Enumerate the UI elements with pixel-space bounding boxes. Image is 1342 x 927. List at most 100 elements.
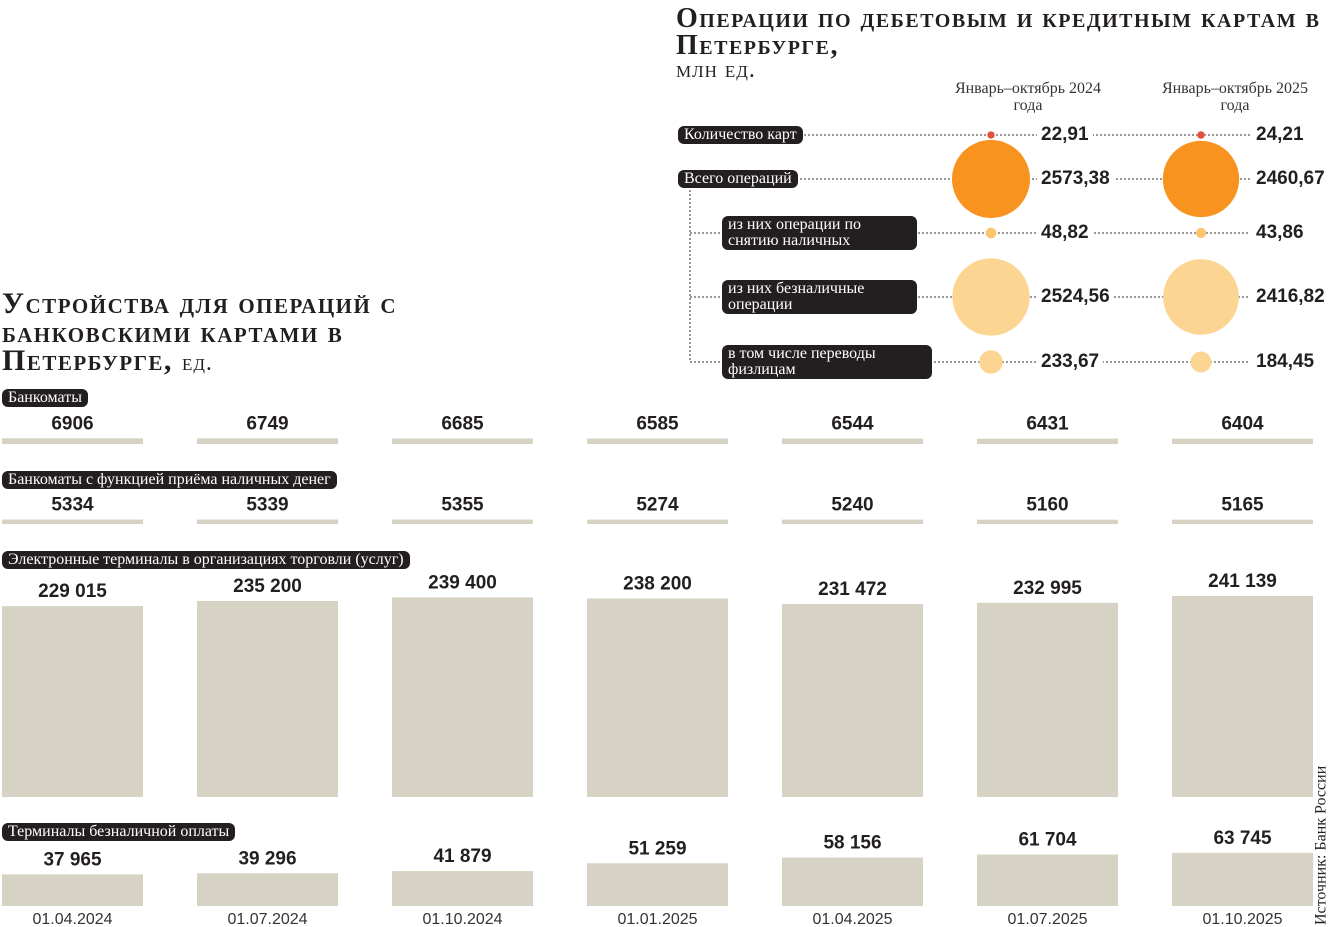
- bubble: [1197, 131, 1205, 139]
- value-label: 241 139: [1208, 571, 1277, 592]
- source-note: Источник: Банк России: [1313, 765, 1330, 925]
- bubble: [1190, 351, 1212, 373]
- bar: [197, 438, 338, 444]
- value-label: 229 015: [38, 581, 107, 602]
- value-label: 5240: [831, 495, 873, 516]
- value-label: 22,91: [1037, 124, 1093, 146]
- bubble: [979, 350, 1003, 374]
- value-label: 6685: [441, 413, 484, 434]
- value-label: 2416,82: [1252, 286, 1329, 308]
- x-tick-label: 01.01.2025: [617, 911, 697, 927]
- value-label: 2573,38: [1037, 168, 1114, 190]
- series-label: Электронные терминалы в организациях тор…: [2, 551, 410, 569]
- value-label: 231 472: [818, 579, 887, 600]
- bar: [392, 871, 533, 906]
- value-label: 5339: [246, 495, 288, 516]
- bar: [392, 519, 533, 524]
- bar: [2, 519, 143, 524]
- bar: [782, 857, 923, 906]
- bar: [977, 854, 1118, 906]
- column-header: Январь–октябрь 2024 года: [954, 80, 1102, 114]
- value-label: 24,21: [1252, 124, 1308, 146]
- bar: [782, 604, 923, 797]
- bar: [2, 438, 143, 444]
- value-label: 232 995: [1013, 578, 1082, 599]
- row-label: в том числе переводы физлицам: [722, 345, 932, 379]
- row-label: Количество карт: [678, 126, 803, 144]
- value-label: 61 704: [1018, 830, 1077, 851]
- bubble: [952, 258, 1030, 336]
- chart-subtitle: ед.: [181, 350, 213, 376]
- bar: [977, 438, 1118, 444]
- bubble: [985, 227, 997, 239]
- bubble: [1195, 227, 1207, 239]
- bar-title-block: Устройства для операций с банковскими ка…: [2, 287, 482, 377]
- x-tick-label: 01.07.2024: [227, 911, 307, 927]
- bar: [782, 438, 923, 444]
- bar: [1172, 519, 1313, 524]
- row-label: из них операции по снятию наличных: [722, 216, 917, 250]
- series-label: Терминалы безналичной оплаты: [2, 823, 236, 841]
- value-label: 6749: [246, 413, 288, 434]
- column-header: Январь–октябрь 2025 года: [1161, 80, 1309, 114]
- bar: [2, 874, 143, 906]
- value-label: 6906: [51, 413, 93, 434]
- bar: [587, 438, 728, 444]
- bar: [977, 602, 1118, 797]
- chart-title: Операции по дебетовым и кредитным картам…: [676, 3, 1321, 61]
- row-label: из них безналичные операции: [722, 280, 917, 314]
- value-label: 184,45: [1252, 351, 1319, 373]
- value-label: 5355: [441, 495, 484, 516]
- bar: [197, 519, 338, 524]
- bar: [392, 438, 533, 444]
- value-label: 5334: [51, 495, 94, 516]
- value-label: 6585: [636, 414, 679, 435]
- value-label: 37 965: [43, 849, 102, 870]
- value-label: 39 296: [238, 848, 296, 869]
- value-label: 6431: [1026, 414, 1069, 435]
- series-label: Банкоматы: [2, 389, 88, 407]
- bubble: [952, 140, 1030, 218]
- value-label: 5165: [1221, 495, 1264, 516]
- x-tick-label: 01.10.2025: [1202, 911, 1282, 927]
- bar: [977, 519, 1118, 524]
- value-label: 63 745: [1213, 828, 1272, 849]
- bar: [392, 597, 533, 797]
- bubble-title-block: Операции по дебетовым и кредитным картам…: [676, 3, 1326, 82]
- value-label: 51 259: [628, 838, 686, 859]
- bar: [1172, 852, 1313, 906]
- value-label: 6544: [831, 414, 874, 435]
- chart-title: Устройства для операций с банковскими ка…: [2, 287, 397, 377]
- bar: [587, 598, 728, 797]
- value-label: 238 200: [623, 573, 692, 594]
- value-label: 58 156: [823, 833, 881, 854]
- value-label: 233,67: [1037, 351, 1104, 373]
- bar: [197, 600, 338, 797]
- series-label: Банкоматы с функцией приёма наличных ден…: [2, 471, 337, 489]
- bar: [587, 863, 728, 906]
- x-tick-label: 01.04.2024: [32, 911, 112, 927]
- value-label: 48,82: [1037, 222, 1093, 244]
- value-label: 5160: [1026, 495, 1068, 516]
- value-label: 2460,67: [1252, 168, 1329, 190]
- value-label: 235 200: [233, 576, 302, 597]
- x-tick-label: 01.10.2024: [422, 911, 502, 927]
- x-tick-label: 01.07.2025: [1007, 911, 1087, 927]
- row-label: Всего операций: [678, 170, 798, 188]
- bubble: [987, 131, 995, 139]
- bar: [587, 519, 728, 524]
- value-label: 239 400: [428, 572, 497, 593]
- bar: [782, 519, 923, 524]
- value-label: 6404: [1221, 414, 1264, 435]
- value-label: 43,86: [1252, 222, 1308, 244]
- bar: [1172, 438, 1313, 444]
- bubble: [1162, 140, 1240, 218]
- value-label: 2524,56: [1037, 286, 1114, 308]
- bar: [197, 873, 338, 906]
- value-label: 5274: [636, 495, 679, 516]
- bar: [2, 606, 143, 797]
- bar: [1172, 596, 1313, 797]
- bubble: [1163, 259, 1239, 335]
